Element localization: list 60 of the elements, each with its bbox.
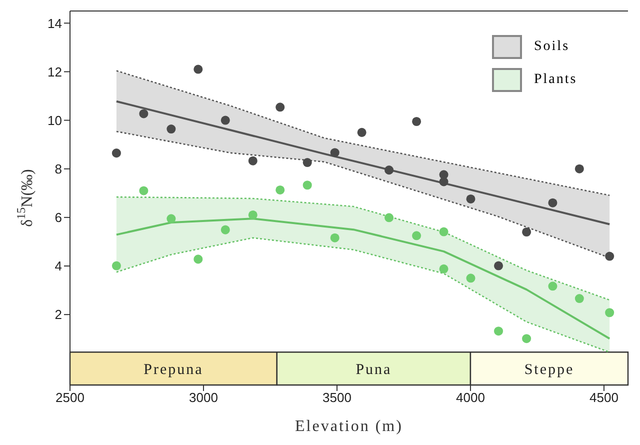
point [139, 186, 148, 196]
point [276, 185, 285, 194]
y-tick-label: 10 [48, 112, 62, 128]
point [605, 308, 614, 318]
line-series [116, 70, 610, 196]
legend-label: Soils [534, 38, 570, 54]
point [112, 261, 121, 270]
point [574, 294, 584, 304]
point [166, 214, 176, 224]
y-tick-label: 6 [54, 210, 62, 226]
band-label: Puna [356, 362, 392, 378]
point [548, 282, 558, 291]
band-label: Prepuna [144, 362, 204, 378]
point [302, 180, 312, 190]
point [466, 274, 476, 283]
point [384, 213, 394, 222]
legend-label: Plants [534, 72, 578, 88]
point [248, 210, 258, 220]
point [439, 177, 448, 186]
point [194, 254, 203, 264]
point [412, 231, 422, 240]
point [384, 166, 394, 175]
x-tick-label: 3000 [189, 390, 218, 406]
point [302, 158, 312, 168]
line-series [116, 196, 610, 301]
band-label: Steppe [524, 362, 574, 378]
point [548, 198, 558, 208]
x-tick-label: 4500 [590, 390, 618, 406]
y-tick-label: 12 [48, 64, 62, 80]
point [220, 225, 230, 234]
point [112, 148, 121, 158]
point [439, 227, 448, 236]
line-series [115, 100, 611, 226]
point [522, 227, 532, 237]
point [412, 116, 422, 126]
point [494, 326, 504, 336]
point [522, 334, 532, 344]
point [357, 128, 366, 137]
point [139, 109, 148, 118]
point [605, 252, 614, 261]
point [220, 116, 230, 125]
point [330, 148, 340, 158]
y-tick-label: 4 [54, 258, 62, 274]
point [330, 233, 340, 242]
point [466, 194, 476, 204]
point [276, 102, 285, 112]
x-tick-label: 2500 [56, 390, 84, 406]
x-tick-label: 3500 [322, 390, 352, 406]
point [194, 64, 203, 74]
y-tick-label: 8 [54, 161, 62, 176]
y-tick-label: 14 [48, 16, 62, 31]
point [166, 124, 176, 134]
point [439, 264, 448, 274]
line-series [116, 237, 610, 353]
point [494, 261, 504, 270]
x-tick-label: 4000 [456, 390, 485, 406]
point [248, 156, 258, 166]
y-tick-label: 2 [54, 307, 62, 322]
x-axis-title: Elevation (m) [295, 418, 403, 435]
point [574, 164, 584, 174]
